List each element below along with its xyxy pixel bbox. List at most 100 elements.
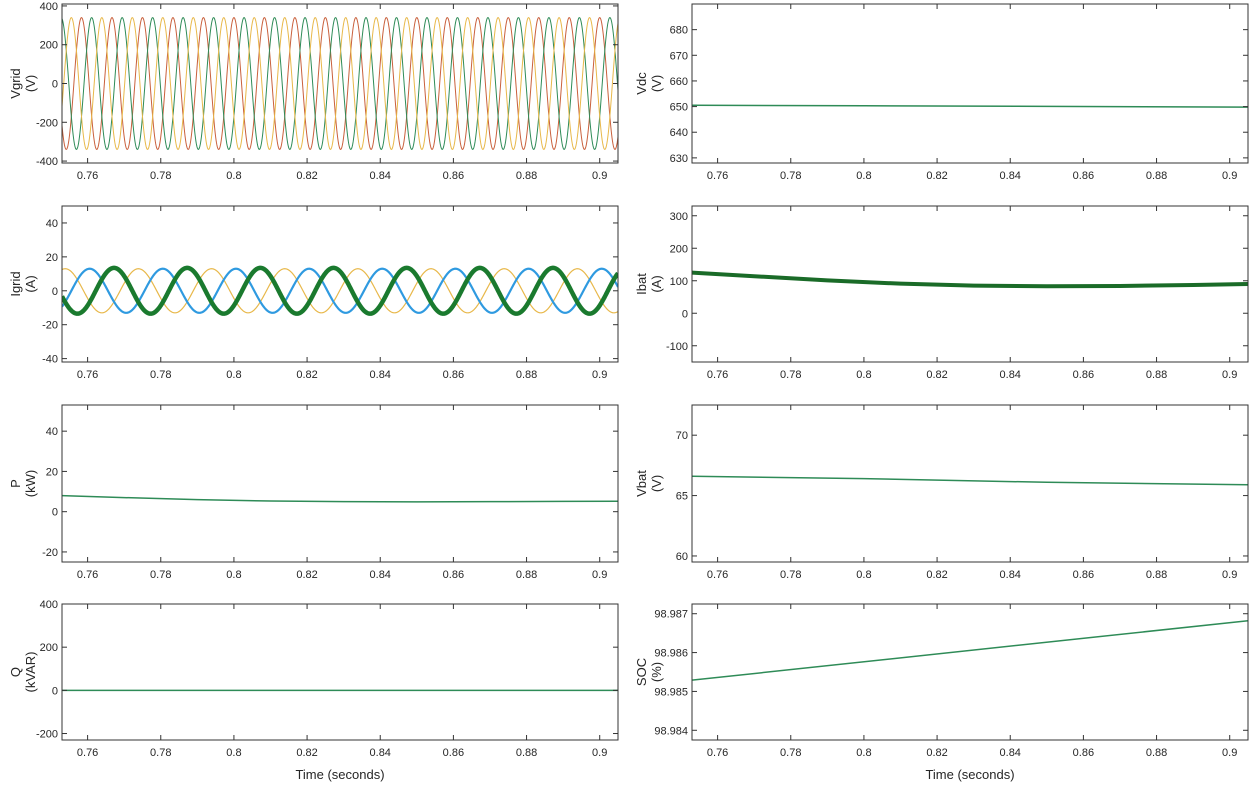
series-line-igrid-2 [62,267,618,314]
x-tick-label: 0.84 [1000,369,1021,381]
x-tick-label: 0.78 [780,170,801,182]
x-tick-label: 0.78 [780,369,801,381]
y-tick-label: 0 [52,685,58,697]
y-tick-label: 60 [676,551,688,563]
x-tick-label: 0.82 [296,170,317,182]
x-tick-label: 0.8 [856,170,871,182]
x-tick-label: 0.76 [707,170,728,182]
series-line-vbat-1 [692,475,1248,486]
y-tick-label: 0 [52,79,58,91]
y-tick-label: 98.987 [654,609,688,621]
x-tick-label: 0.9 [592,569,607,581]
chart-soc: 98.984 98.985 98.986 98.987 0.76 0.78 0.8 0.82 0… [634,603,1249,782]
y-axis-label: Vgrid [8,68,23,98]
x-tick-label: 0.8 [856,747,871,759]
x-tick-label: 0.76 [77,369,98,381]
x-tick-label: 0.76 [77,170,98,182]
y-tick-label: 630 [670,153,688,165]
y-tick-label: 640 [670,127,688,139]
series-line-igrid-3 [62,265,618,316]
y-tick-label: -400 [36,156,58,168]
x-tick-label: 0.78 [150,369,171,381]
x-tick-label: 0.9 [592,369,607,381]
y-tick-label: 200 [40,40,58,52]
x-tick-label: 0.88 [1146,569,1167,581]
x-tick-label: 0.8 [226,747,241,759]
y-tick-label: -20 [42,547,58,559]
series-line-vgrid-1 [62,17,618,150]
chart-q: -200 0 200 400 0.76 0.78 0.8 0.82 0.84 0.86 0.88 0.… [8,599,619,782]
series-line-p-1 [62,494,618,503]
chart-vbat: 60 65 70 0.76 0.78 0.8 0.82 0.84 0.86 0.88 0.9 Vbat… [634,404,1249,581]
series-line-soc-1 [692,619,1248,681]
x-tick-label: 0.84 [370,170,391,182]
x-tick-label: 0.86 [443,170,464,182]
x-tick-label: 0.88 [1146,369,1167,381]
y-axis-label: Igrid [8,271,23,296]
y-axis-label: Vbat [634,470,649,497]
y-tick-label: 98.984 [654,725,688,737]
x-tick-label: 0.78 [150,170,171,182]
y-axis-label: (%) [649,662,664,682]
x-tick-label: 0.86 [443,569,464,581]
x-tick-label: 0.84 [370,369,391,381]
plot-frame [691,3,1249,164]
x-tick-label: 0.76 [77,747,98,759]
y-tick-label: 300 [670,211,688,223]
y-tick-label: 400 [40,1,58,13]
x-tick-label: 0.82 [926,369,947,381]
x-tick-label: 0.82 [926,569,947,581]
x-tick-label: 0.86 [443,369,464,381]
x-axis-label: Time (seconds) [925,767,1014,782]
x-tick-label: 0.88 [516,747,537,759]
x-tick-label: 0.9 [1222,569,1237,581]
y-tick-label: -100 [666,341,688,353]
x-tick-label: 0.86 [1073,369,1094,381]
x-tick-label: 0.9 [1222,369,1237,381]
x-tick-label: 0.76 [707,747,728,759]
x-tick-label: 0.9 [592,747,607,759]
x-tick-label: 0.82 [296,747,317,759]
x-tick-label: 0.82 [926,170,947,182]
y-axis-label: (A) [23,275,38,292]
x-tick-label: 0.8 [226,170,241,182]
y-tick-label: 65 [676,491,688,503]
x-tick-label: 0.9 [1222,747,1237,759]
plot-frame [61,404,619,563]
chart-vdc: 630 640 650 660 670 680 0.76 0.78 0.8 0.82 0.84 0.8… [634,3,1249,182]
plot-frame [61,205,619,363]
y-tick-label: 70 [676,430,688,442]
chart-ibat: -100 0 100 200 300 0.76 0.78 0.8 0.82 0.84 0.86 0.8… [634,205,1249,381]
y-axis-label: (kVAR) [23,652,38,693]
x-tick-label: 0.84 [370,569,391,581]
x-tick-label: 0.8 [226,369,241,381]
y-tick-label: 0 [682,308,688,320]
x-axis-label: Time (seconds) [295,767,384,782]
y-tick-label: 200 [670,243,688,255]
x-tick-label: 0.82 [926,747,947,759]
y-tick-label: 0 [52,286,58,298]
series-line-vgrid-3 [62,17,618,150]
x-tick-label: 0.76 [707,569,728,581]
x-tick-label: 0.78 [150,569,171,581]
y-axis-label: (kW) [23,470,38,497]
y-tick-label: 660 [670,76,688,88]
y-tick-label: 100 [670,276,688,288]
y-axis-label: P [8,479,23,488]
chart-p: -20 0 20 40 0.76 0.78 0.8 0.82 0.84 0.86 0.88 0.9 P(… [8,404,619,581]
y-axis-label: Vdc [634,72,649,95]
x-tick-label: 0.76 [707,369,728,381]
plot-frame [61,603,619,741]
series-line-vdc-1 [692,104,1248,108]
x-tick-label: 0.84 [370,747,391,759]
y-tick-label: 20 [46,252,58,264]
x-tick-label: 0.78 [780,747,801,759]
y-tick-label: 400 [40,599,58,611]
y-axis-label: SOC [634,658,649,686]
y-tick-label: -200 [36,729,58,741]
x-tick-label: 0.86 [1073,569,1094,581]
x-tick-label: 0.76 [77,569,98,581]
plot-frame [691,603,1249,741]
x-tick-label: 0.88 [1146,170,1167,182]
